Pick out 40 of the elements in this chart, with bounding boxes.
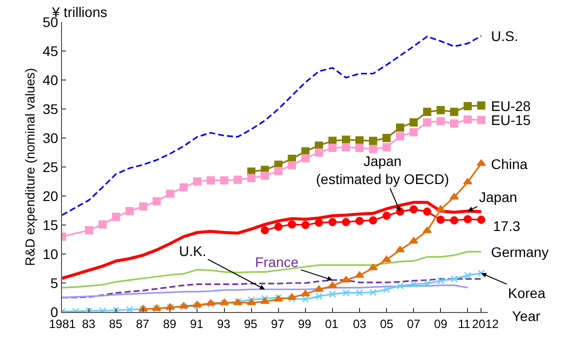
y-tick-label: 25 — [42, 158, 58, 175]
series-label: EU-28 — [491, 98, 531, 114]
data-label: 17.3 — [493, 218, 520, 234]
x-tick-label: 11 — [458, 317, 471, 331]
series-label: Germany — [491, 244, 549, 260]
y-tick-label: 20 — [42, 188, 58, 204]
y-tick-label: 45 — [42, 42, 58, 59]
y-tick-label: 5 — [50, 274, 58, 291]
text: U.K. — [179, 243, 206, 259]
y-tick-label: 10 — [42, 246, 58, 262]
series-label: U.S. — [491, 28, 518, 44]
x-tick-label: 07 — [407, 317, 421, 331]
text: Japan (estimated by OECD) — [316, 153, 450, 188]
y-tick-label: 0 — [50, 304, 58, 320]
x-tick-label: 95 — [244, 317, 258, 331]
x-tick-label: 97 — [271, 317, 285, 331]
x-tick-label: 89 — [163, 317, 177, 331]
x-tick-label: 93 — [217, 317, 231, 331]
y-tick-label: 35 — [42, 100, 58, 117]
series-label: China — [491, 156, 528, 172]
y-tick-label: 15 — [42, 216, 58, 233]
x-tick-label: 91 — [190, 317, 204, 331]
x-tick-label: 2012 — [472, 317, 500, 331]
y-tick-label: 30 — [42, 130, 58, 146]
x-tick-label: 87 — [136, 317, 150, 331]
series-label: France — [255, 254, 299, 270]
x-tick-label: 03 — [353, 317, 367, 331]
x-tick-label: 85 — [109, 317, 123, 331]
x-axis-title: Year — [512, 308, 541, 324]
y-tick-label: 40 — [42, 72, 58, 88]
x-tick-label: 99 — [298, 317, 312, 331]
series-label: Korea — [508, 285, 546, 301]
x-tick-label: 83 — [82, 317, 96, 331]
x-tick-label: 1981 — [49, 317, 76, 331]
x-tick-label: 09 — [434, 317, 448, 331]
series-label: EU-15 — [491, 112, 531, 128]
x-tick-label: 01 — [325, 317, 339, 331]
series-label: Japan — [479, 189, 518, 205]
y-axis-title: R&D expenditure (nominal values) — [22, 68, 38, 266]
x-tick-label: 05 — [380, 317, 394, 331]
